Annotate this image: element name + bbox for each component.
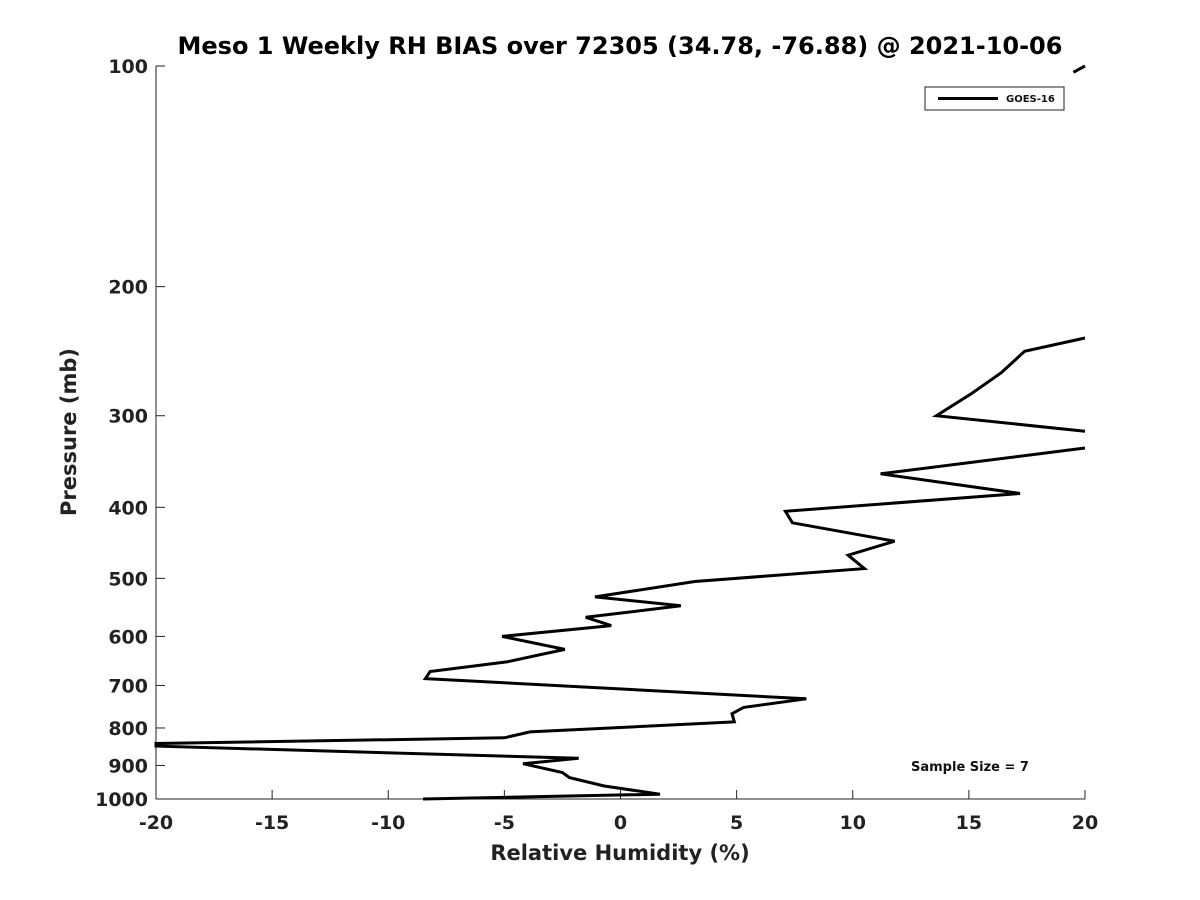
y-tick-label: 1000 xyxy=(95,789,148,811)
plot-area xyxy=(156,66,1085,799)
x-tick-label: 5 xyxy=(730,812,743,834)
x-tick-label: 15 xyxy=(956,812,982,834)
series-line-goes-16-segment-3 xyxy=(1072,64,1086,74)
sample-size-annotation: Sample Size = 7 xyxy=(911,760,1029,775)
x-tick-label: -5 xyxy=(494,812,515,834)
chart-title: Meso 1 Weekly RH BIAS over 72305 (34.78,… xyxy=(178,32,1063,60)
x-axis-label: Relative Humidity (%) xyxy=(490,841,749,865)
y-tick-label: 600 xyxy=(108,626,148,648)
y-tick-label: 500 xyxy=(108,568,148,590)
x-tick-label: 0 xyxy=(614,812,627,834)
y-tick-label: 900 xyxy=(108,755,148,777)
y-tick-label: 400 xyxy=(108,497,148,519)
series-layer xyxy=(154,64,1086,801)
x-tick-label: 10 xyxy=(840,812,866,834)
y-axis-label: Pressure (mb) xyxy=(57,348,81,516)
x-tick-label: -20 xyxy=(139,812,173,834)
y-tick-label: 800 xyxy=(108,718,148,740)
x-tick-label: -10 xyxy=(371,812,405,834)
y-axis-ticks: 100 200 300 400 500 600 700 800 900 1000 xyxy=(95,56,165,811)
y-tick-label: 700 xyxy=(108,675,148,697)
y-tick-label: 200 xyxy=(108,277,148,299)
x-tick-label: 20 xyxy=(1072,812,1098,834)
legend-entry-goes-16: GOES-16 xyxy=(1006,94,1055,105)
series-line-goes-16-segment-2 xyxy=(931,336,1086,433)
x-tick-label: -15 xyxy=(255,812,289,834)
legend: GOES-16 xyxy=(924,86,1065,111)
y-tick-label: 300 xyxy=(108,406,148,428)
y-tick-label: 100 xyxy=(108,56,148,78)
series-line-goes-16-segment-1 xyxy=(154,446,1086,801)
x-axis-ticks: -20 -15 -10 -5 0 5 10 15 20 xyxy=(139,790,1098,834)
